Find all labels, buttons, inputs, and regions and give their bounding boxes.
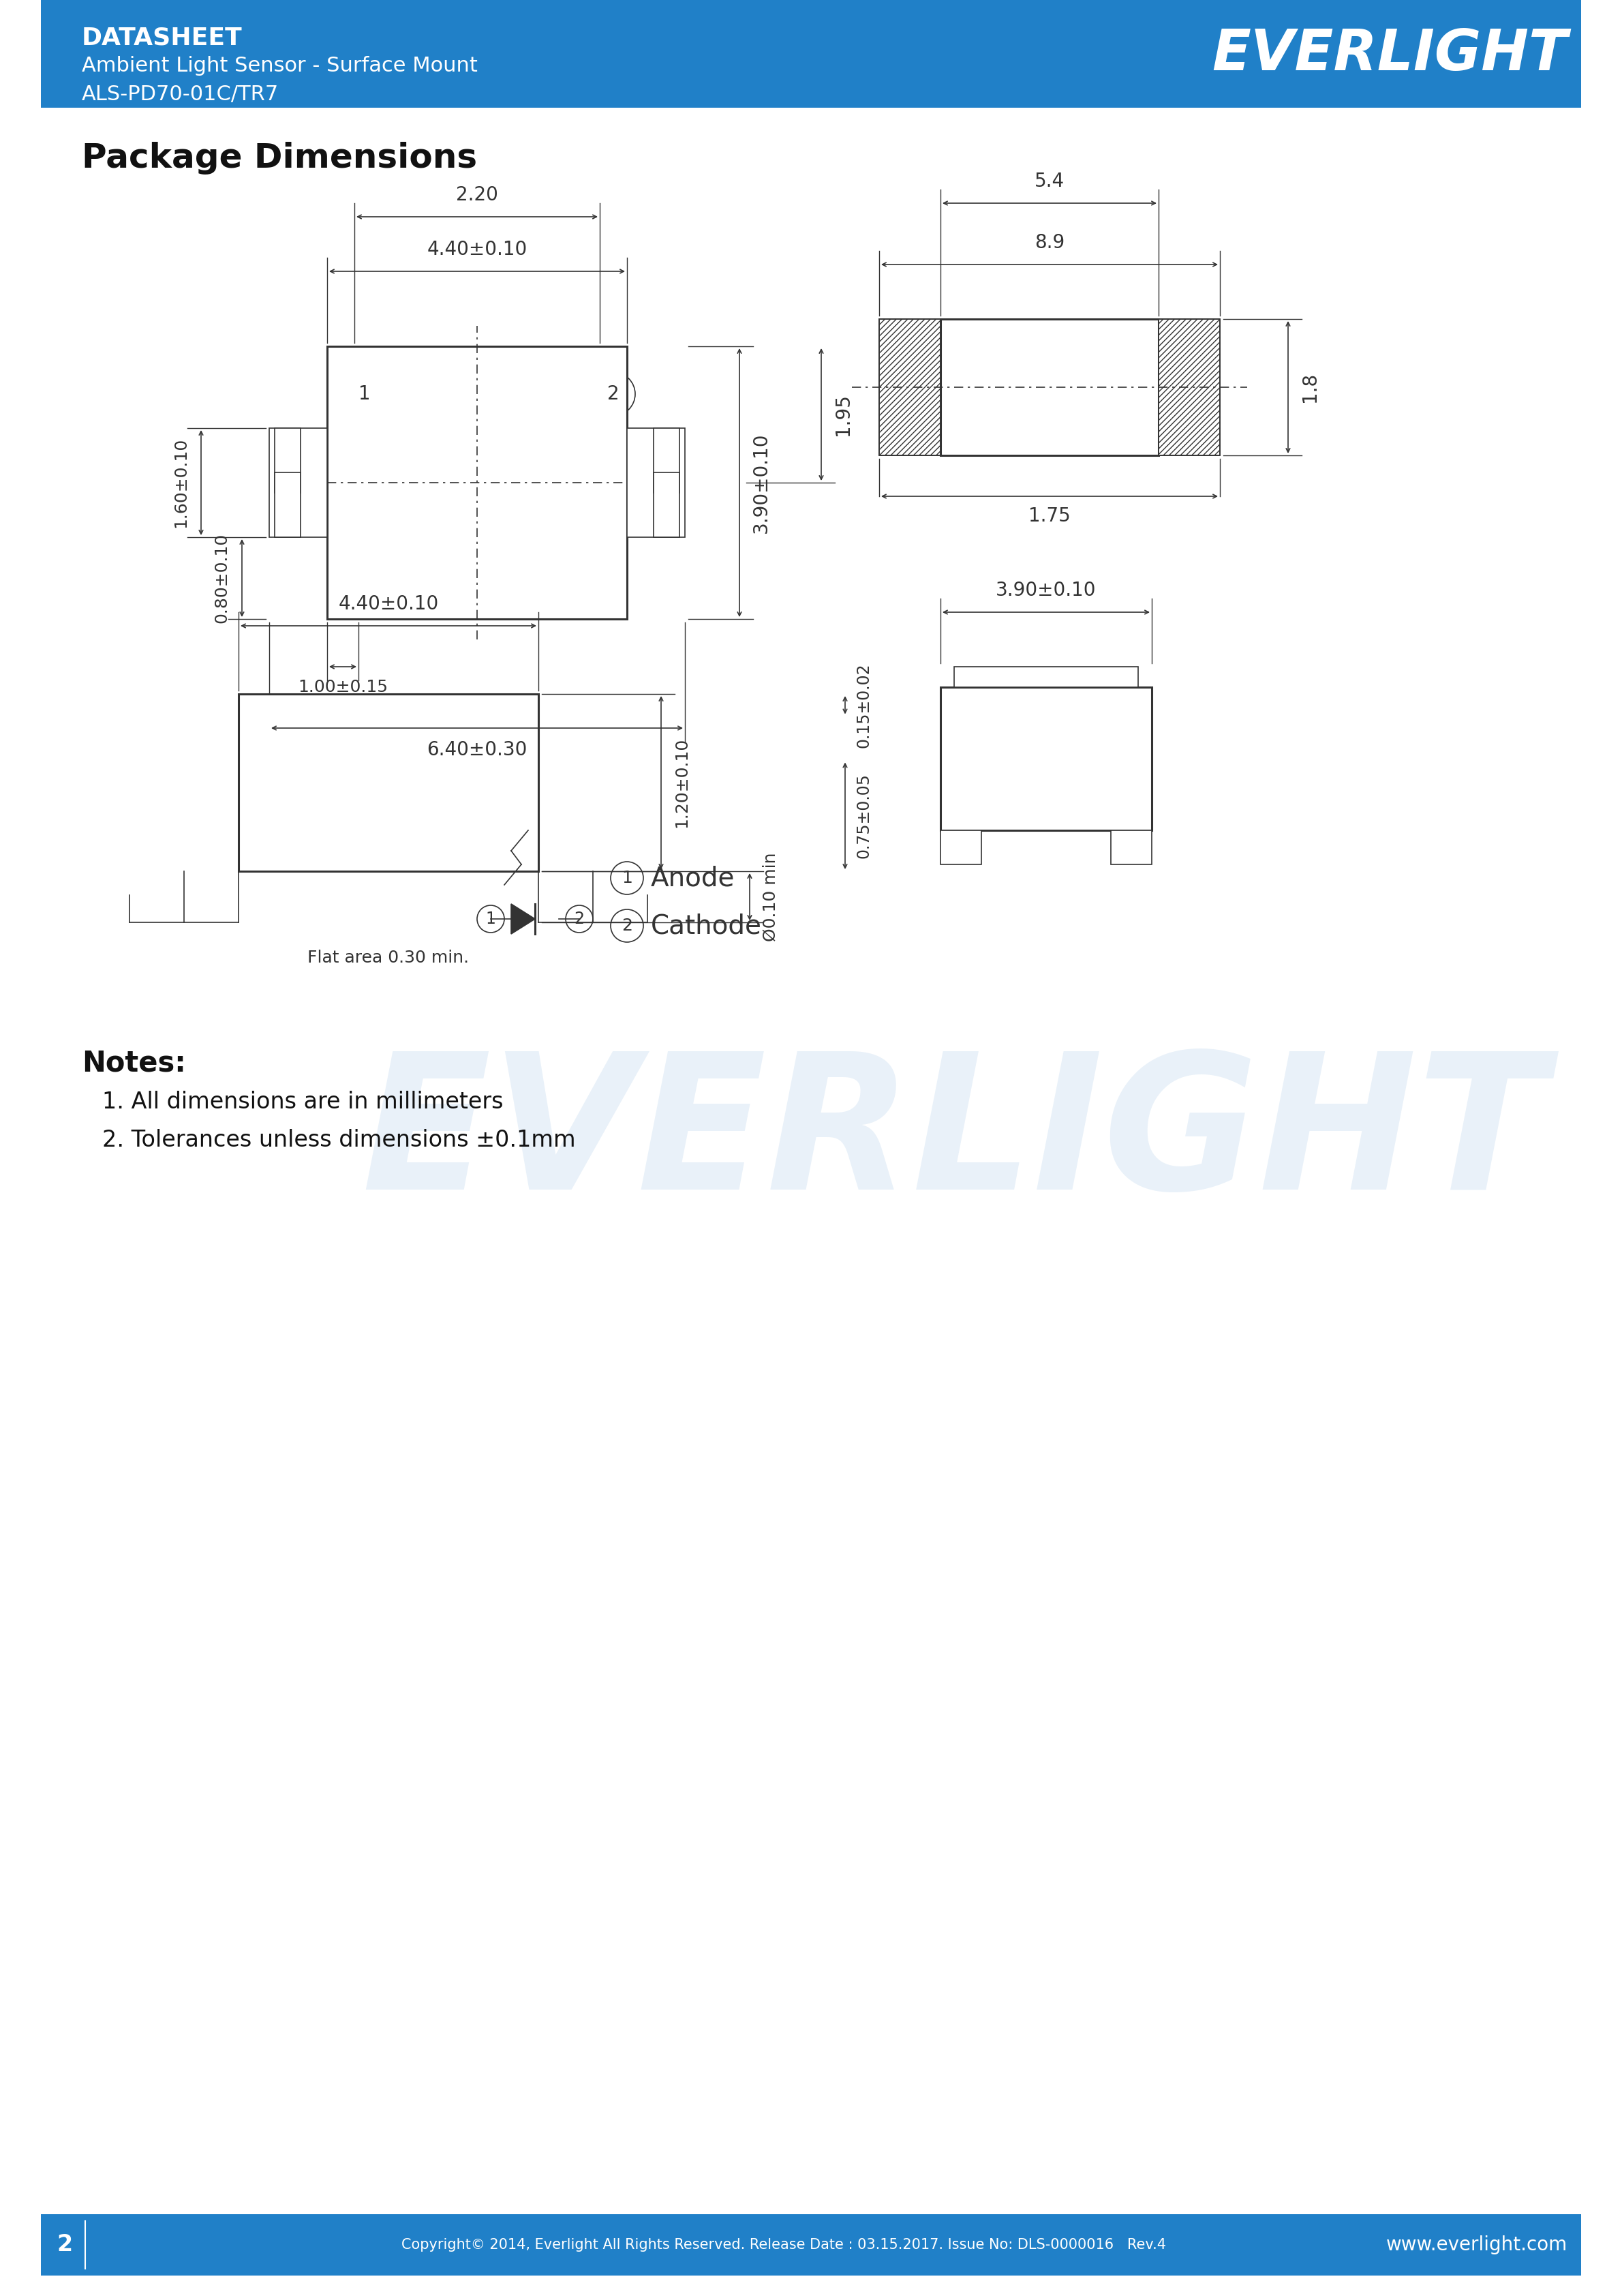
Text: Cathode: Cathode	[650, 914, 762, 939]
Text: Ø0.10 min: Ø0.10 min	[762, 852, 779, 941]
Text: 2: 2	[574, 912, 584, 928]
Bar	[654, 473, 680, 537]
Text: 2. Tolerances unless dimensions ±0.1mm: 2. Tolerances unless dimensions ±0.1mm	[102, 1130, 576, 1150]
Text: 3.90±0.10: 3.90±0.10	[996, 581, 1096, 599]
Text: 2: 2	[57, 2234, 73, 2257]
Bar	[879, 319, 941, 455]
Bar	[41, 2213, 1581, 2275]
Text: 1: 1	[485, 912, 496, 928]
Text: 2.20: 2.20	[456, 186, 498, 204]
Text: 1. All dimensions are in millimeters: 1. All dimensions are in millimeters	[102, 1091, 503, 1114]
Text: 1.75: 1.75	[1028, 507, 1071, 526]
Bar	[954, 666, 1139, 687]
Text: 3.90±0.10: 3.90±0.10	[751, 432, 770, 533]
Text: 5.4: 5.4	[1035, 172, 1064, 191]
Text: 2: 2	[607, 383, 620, 404]
Text: 2: 2	[621, 918, 633, 934]
Text: 6.40±0.30: 6.40±0.30	[427, 739, 527, 760]
Text: EVERLIGHT: EVERLIGHT	[362, 1045, 1547, 1228]
Text: 1: 1	[358, 383, 370, 404]
Bar	[1158, 319, 1220, 455]
Text: 1.60±0.10: 1.60±0.10	[172, 439, 188, 528]
Bar	[941, 319, 1158, 455]
Bar	[654, 427, 680, 494]
Text: 0.80±0.10: 0.80±0.10	[214, 533, 230, 622]
Bar	[1111, 831, 1152, 863]
Text: 0.75±0.05: 0.75±0.05	[856, 774, 873, 859]
Bar	[628, 427, 684, 537]
Text: 1.8: 1.8	[1301, 372, 1319, 402]
Text: Package Dimensions: Package Dimensions	[81, 142, 477, 174]
Text: 8.9: 8.9	[1035, 234, 1064, 253]
Bar	[941, 687, 1152, 831]
Bar	[1158, 319, 1220, 455]
Text: 1.20±0.10: 1.20±0.10	[673, 737, 689, 827]
Bar	[328, 347, 628, 620]
Text: Ambient Light Sensor - Surface Mount: Ambient Light Sensor - Surface Mount	[81, 55, 477, 76]
Text: 1.00±0.15: 1.00±0.15	[298, 680, 388, 696]
Bar	[274, 473, 300, 537]
Text: DATASHEET: DATASHEET	[81, 25, 242, 48]
Text: ALS-PD70-01C/TR7: ALS-PD70-01C/TR7	[81, 85, 279, 103]
Text: 1: 1	[621, 870, 633, 886]
Text: Anode: Anode	[650, 866, 735, 891]
Text: Notes:: Notes:	[81, 1049, 187, 1077]
Bar	[941, 831, 981, 863]
Text: 4.40±0.10: 4.40±0.10	[427, 241, 527, 259]
Polygon shape	[511, 905, 535, 934]
Text: 4.40±0.10: 4.40±0.10	[339, 595, 438, 613]
Text: www.everlight.com: www.everlight.com	[1387, 2236, 1567, 2255]
Bar	[274, 427, 300, 494]
Text: Copyright© 2014, Everlight All Rights Reserved. Release Date : 03.15.2017. Issue: Copyright© 2014, Everlight All Rights Re…	[401, 2239, 1166, 2252]
Text: 0.15±0.02: 0.15±0.02	[856, 664, 873, 748]
Text: Flat area 0.30 min.: Flat area 0.30 min.	[308, 951, 469, 967]
Text: 1.95: 1.95	[834, 393, 853, 436]
Bar	[238, 693, 539, 870]
Bar	[879, 319, 941, 455]
Text: EVERLIGHT: EVERLIGHT	[1212, 25, 1567, 80]
Bar	[41, 0, 1581, 108]
Bar	[269, 427, 328, 537]
